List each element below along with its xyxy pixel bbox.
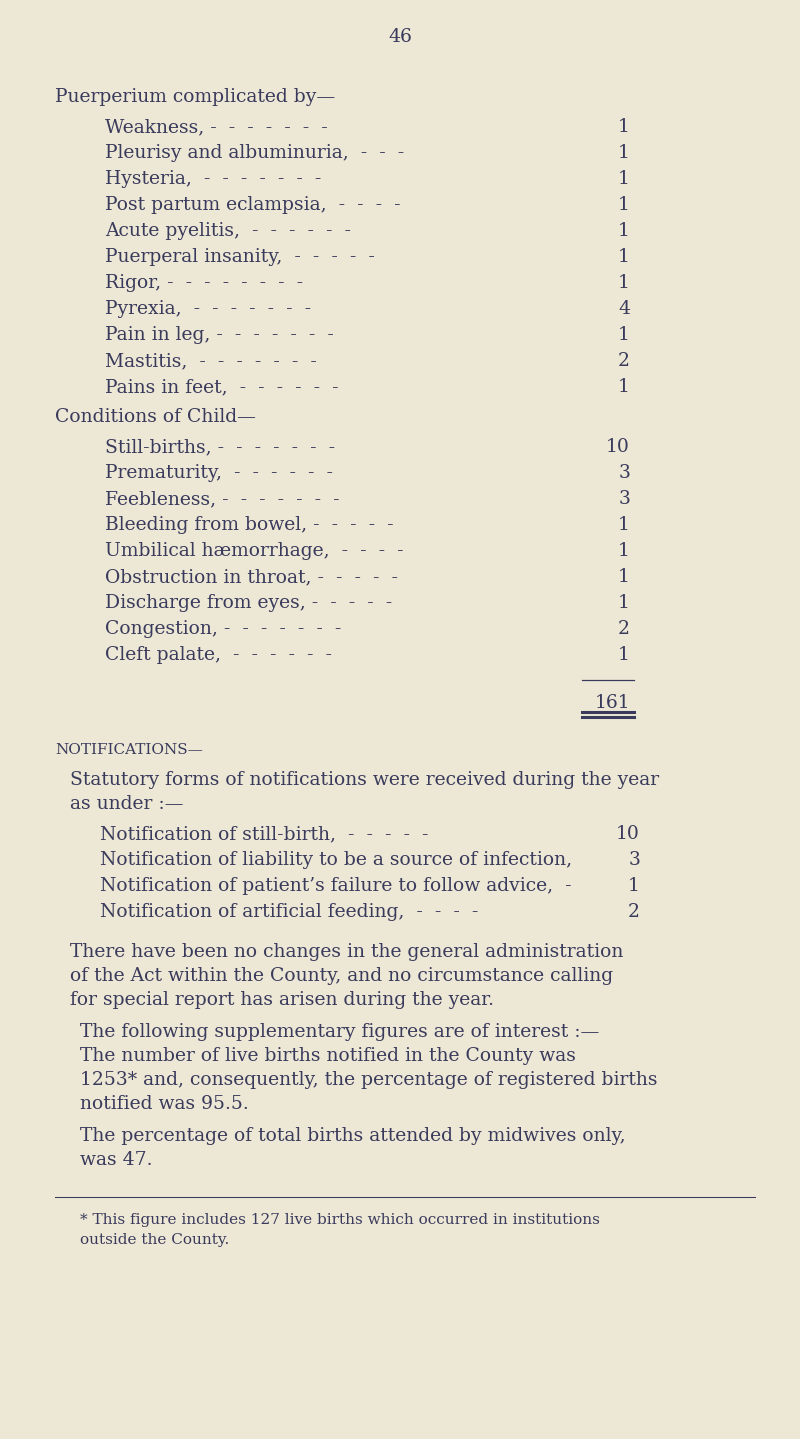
Text: Pains in feet,  -  -  -  -  -  -: Pains in feet, - - - - - - [105,378,338,396]
Text: 1: 1 [628,876,640,895]
Text: 1: 1 [618,517,630,534]
Text: Hysteria,  -  -  -  -  -  -  -: Hysteria, - - - - - - - [105,170,322,189]
Text: Prematurity,  -  -  -  -  -  -: Prematurity, - - - - - - [105,463,333,482]
Text: There have been no changes in the general administration: There have been no changes in the genera… [70,943,623,961]
Text: Post partum eclampsia,  -  -  -  -: Post partum eclampsia, - - - - [105,196,401,214]
Text: 1: 1 [618,327,630,344]
Text: Cleft palate,  -  -  -  -  -  -: Cleft palate, - - - - - - [105,646,332,663]
Text: Still-births, -  -  -  -  -  -  -: Still-births, - - - - - - - [105,437,335,456]
Text: Umbilical hæmorrhage,  -  -  -  -: Umbilical hæmorrhage, - - - - [105,543,404,560]
Text: 2: 2 [628,904,640,921]
Text: of the Act within the County, and no circumstance calling: of the Act within the County, and no cir… [70,967,613,986]
Text: 1: 1 [618,568,630,586]
Text: Congestion, -  -  -  -  -  -  -: Congestion, - - - - - - - [105,620,342,637]
Text: Puerperal insanity,  -  -  -  -  -: Puerperal insanity, - - - - - [105,248,375,266]
Text: Rigor, -  -  -  -  -  -  -  -: Rigor, - - - - - - - - [105,273,303,292]
Text: Acute pyelitis,  -  -  -  -  -  -: Acute pyelitis, - - - - - - [105,222,351,240]
Text: 4: 4 [618,299,630,318]
Text: 3: 3 [618,463,630,482]
Text: Mastitis,  -  -  -  -  -  -  -: Mastitis, - - - - - - - [105,353,317,370]
Text: outside the County.: outside the County. [80,1233,230,1248]
Text: The following supplementary figures are of interest :—: The following supplementary figures are … [80,1023,599,1040]
Text: 1: 1 [618,594,630,612]
Text: The percentage of total births attended by midwives only,: The percentage of total births attended … [80,1127,626,1145]
Text: Pain in leg, -  -  -  -  -  -  -: Pain in leg, - - - - - - - [105,327,334,344]
Text: 1253* and, consequently, the percentage of registered births: 1253* and, consequently, the percentage … [80,1071,658,1089]
Text: for special report has arisen during the year.: for special report has arisen during the… [70,991,494,1009]
Text: 1: 1 [618,273,630,292]
Text: 46: 46 [388,27,412,46]
Text: 2: 2 [618,353,630,370]
Text: 1: 1 [618,196,630,214]
Text: Discharge from eyes, -  -  -  -  -: Discharge from eyes, - - - - - [105,594,392,612]
Text: Notification of liability to be a source of infection,: Notification of liability to be a source… [100,850,572,869]
Text: 1: 1 [618,543,630,560]
Text: Notification of artificial feeding,  -  -  -  -: Notification of artificial feeding, - - … [100,904,478,921]
Text: 10: 10 [616,825,640,843]
Text: 1: 1 [618,170,630,189]
Text: 1: 1 [618,118,630,137]
Text: Pleurisy and albuminuria,  -  -  -: Pleurisy and albuminuria, - - - [105,144,404,163]
Text: 1: 1 [618,646,630,663]
Text: 161: 161 [594,694,630,712]
Text: * This figure includes 127 live births which occurred in institutions: * This figure includes 127 live births w… [80,1213,600,1227]
Text: Obstruction in throat, -  -  -  -  -: Obstruction in throat, - - - - - [105,568,398,586]
Text: 3: 3 [628,850,640,869]
Text: 1: 1 [618,222,630,240]
Text: 1: 1 [618,144,630,163]
Text: Weakness, -  -  -  -  -  -  -: Weakness, - - - - - - - [105,118,328,137]
Text: Bleeding from bowel, -  -  -  -  -: Bleeding from bowel, - - - - - [105,517,394,534]
Text: Notification of still-birth,  -  -  -  -  -: Notification of still-birth, - - - - - [100,825,429,843]
Text: 10: 10 [606,437,630,456]
Text: notified was 95.5.: notified was 95.5. [80,1095,249,1112]
Text: Puerperium complicated by—: Puerperium complicated by— [55,88,335,106]
Text: Notification of patient’s failure to follow advice,  -: Notification of patient’s failure to fol… [100,876,572,895]
Text: was 47.: was 47. [80,1151,153,1168]
Text: Conditions of Child—: Conditions of Child— [55,409,256,426]
Text: 2: 2 [618,620,630,637]
Text: 1: 1 [618,248,630,266]
Text: Feebleness, -  -  -  -  -  -  -: Feebleness, - - - - - - - [105,491,340,508]
Text: The number of live births notified in the County was: The number of live births notified in th… [80,1048,576,1065]
Text: Statutory forms of notifications were received during the year: Statutory forms of notifications were re… [70,771,659,789]
Text: Pyrexia,  -  -  -  -  -  -  -: Pyrexia, - - - - - - - [105,299,311,318]
Text: 1: 1 [618,378,630,396]
Text: 3: 3 [618,491,630,508]
Text: NOTIFICATIONS—: NOTIFICATIONS— [55,743,203,757]
Text: as under :—: as under :— [70,794,183,813]
